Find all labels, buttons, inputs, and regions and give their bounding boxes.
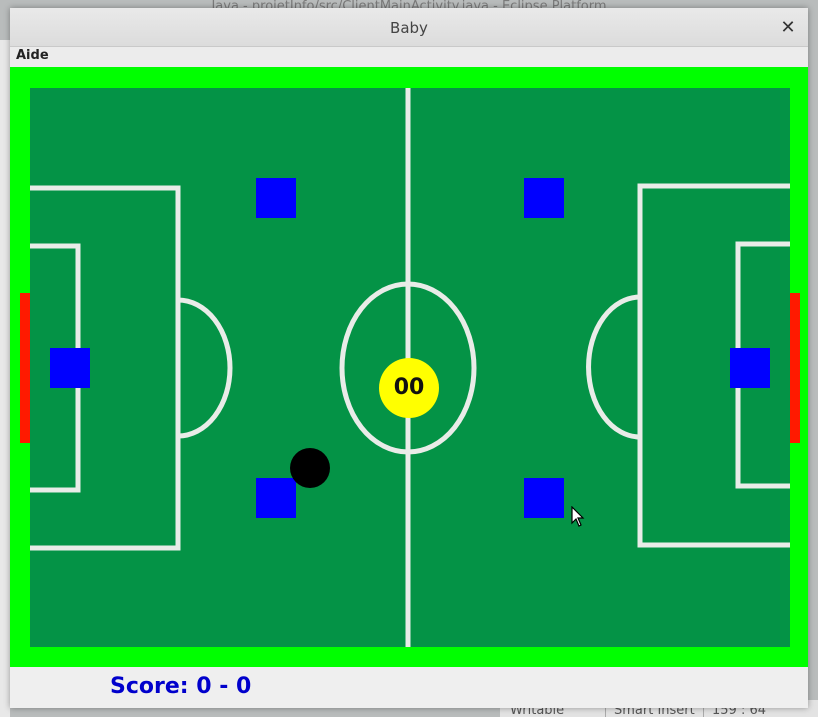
score-bar: Score: 0 - 0: [10, 667, 808, 708]
player-blue-goalkeeper: [730, 348, 770, 388]
background-ide-edge: [0, 40, 10, 717]
penalty-arc-right: [586, 294, 641, 440]
window-title: Baby: [390, 19, 428, 37]
menu-item-help[interactable]: Aide: [16, 48, 49, 63]
penalty-area-left: [30, 185, 181, 551]
player-blue: [524, 178, 564, 218]
close-icon[interactable]: ✕: [780, 17, 796, 38]
goal-left: [20, 293, 30, 443]
status-separator: [703, 703, 704, 717]
menu-bar: Aide: [10, 47, 808, 67]
player-blue: [256, 178, 296, 218]
ball[interactable]: [290, 448, 330, 488]
status-separator: [605, 703, 606, 717]
player-blue-goalkeeper: [50, 348, 90, 388]
player-blue: [256, 478, 296, 518]
penalty-arc-left: [177, 297, 233, 439]
mouse-cursor-icon: [571, 506, 585, 527]
center-marker: 00: [379, 358, 439, 418]
player-blue: [524, 478, 564, 518]
penalty-area-right: [637, 183, 790, 548]
window-titlebar[interactable]: Baby ✕: [10, 8, 808, 47]
game-field[interactable]: 00: [10, 67, 808, 667]
game-window: Baby ✕ Aide: [10, 8, 808, 708]
center-circle-line: [339, 281, 477, 455]
score-label: Score: 0 - 0: [110, 674, 252, 699]
goal-right: [790, 293, 800, 443]
